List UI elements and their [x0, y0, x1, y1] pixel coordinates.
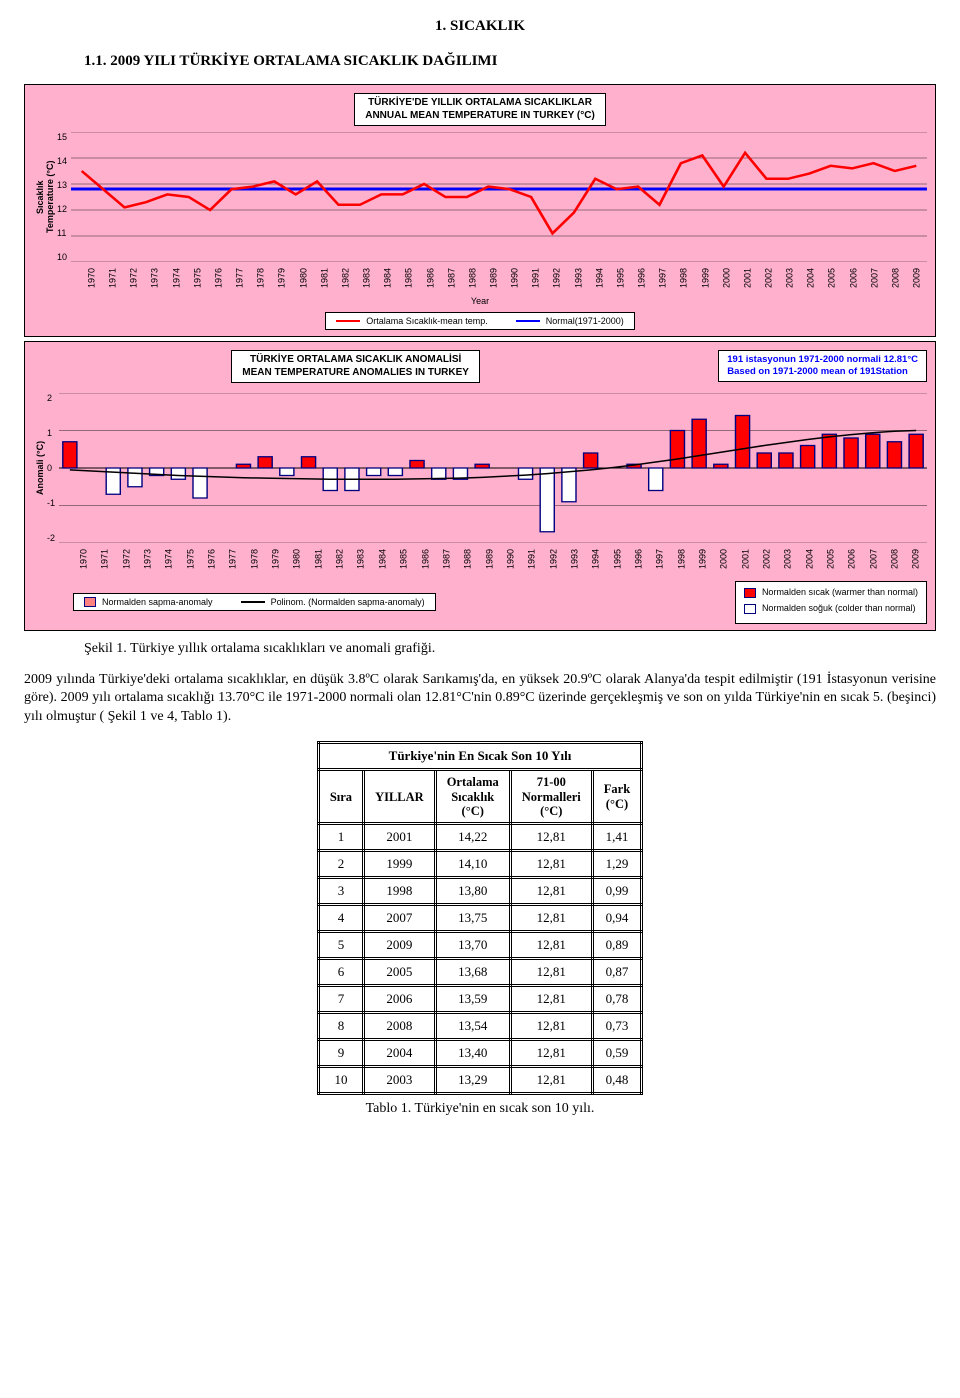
chart2-legend-right: Normalden sıcak (warmer than normal) Nor…: [735, 581, 927, 624]
chart2-legend-poly: Polinom. (Normalden sapma-anomaly): [241, 597, 425, 607]
table-col-2: OrtalamaSıcaklık(°C): [435, 770, 510, 824]
table-row: 1200114,2212,811,41: [318, 824, 641, 851]
table-col-0: Sıra: [318, 770, 363, 824]
table-title: Türkiye'nin En Sıcak Son 10 Yılı: [318, 743, 641, 770]
chart2-legend-anomaly: Normalden sapma-anomaly: [84, 597, 213, 607]
chart1-title-line1: TÜRKİYE'DE YILLIK ORTALAMA SICAKLIKLAR: [368, 97, 592, 108]
table-row: 6200513,6812,810,87: [318, 959, 641, 986]
chart1-legend-normal: Normal(1971-2000): [516, 316, 624, 326]
chart1-title-line2: ANNUAL MEAN TEMPERATURE IN TURKEY (°C): [365, 110, 595, 121]
chart2-y-ticks: 210-1-2: [47, 393, 59, 543]
table-caption: Tablo 1. Türkiye'nin en sıcak son 10 yıl…: [24, 1101, 936, 1117]
table-row: 3199813,8012,810,99: [318, 878, 641, 905]
chart1-legend-mean: Ortalama Sıcaklık-mean temp.: [336, 316, 488, 326]
chart2-title-line2: MEAN TEMPERATURE ANOMALIES IN TURKEY: [242, 367, 469, 378]
hottest-years-table: Türkiye'nin En Sıcak Son 10 Yılı SıraYIL…: [317, 741, 643, 1095]
chart1-xlabel: Year: [33, 296, 927, 306]
table-row: 8200813,5412,810,73: [318, 1013, 641, 1040]
chart-anomalies: TÜRKİYE ORTALAMA SICAKLIK ANOMALİSİ MEAN…: [24, 341, 936, 631]
chart1-y-ticks: 151413121110: [57, 132, 71, 262]
table-header-row: SıraYILLAROrtalamaSıcaklık(°C)71-00Norma…: [318, 770, 641, 824]
warm-swatch: [744, 588, 756, 598]
chart2-plot-area: [59, 393, 927, 543]
chart1-plot-area: [71, 132, 927, 262]
cold-swatch: [744, 604, 756, 614]
chart1-title: TÜRKİYE'DE YILLIK ORTALAMA SICAKLIKLAR A…: [354, 93, 606, 126]
table-col-1: YILLAR: [364, 770, 436, 824]
table-body: 1200114,2212,811,412199914,1012,811,2931…: [318, 824, 641, 1094]
chart2-info: 191 istasyonun 1971-2000 normali 12.81°C…: [718, 350, 927, 382]
chart2-title: TÜRKİYE ORTALAMA SICAKLIK ANOMALİSİ MEAN…: [231, 350, 480, 383]
subsection-title: 1.1. 2009 YILI TÜRKİYE ORTALAMA SICAKLIK…: [84, 53, 936, 70]
chart2-legend-left: Normalden sapma-anomaly Polinom. (Normal…: [73, 593, 436, 611]
table-col-3: 71-00Normalleri(°C): [510, 770, 592, 824]
blue-line-swatch: [516, 320, 540, 322]
chart1-ylabel: SıcaklıkTemperature (°C): [33, 132, 57, 262]
chart2-x-ticks: 1970197119721973197419751976197719781979…: [73, 543, 927, 575]
table-row: 5200913,7012,810,89: [318, 932, 641, 959]
red-line-swatch: [336, 320, 360, 322]
section-number: 1. SICAKLIK: [24, 18, 936, 35]
table-row: 2199914,1012,811,29: [318, 851, 641, 878]
chart2-title-line1: TÜRKİYE ORTALAMA SICAKLIK ANOMALİSİ: [250, 354, 461, 365]
table-row: 9200413,4012,810,59: [318, 1040, 641, 1067]
chart2-legend-cold: Normalden soğuk (colder than normal): [744, 602, 916, 616]
chart2-legend-warm: Normalden sıcak (warmer than normal): [744, 586, 918, 600]
figure-caption: Şekil 1. Türkiye yıllık ortalama sıcaklı…: [84, 641, 936, 657]
table-row: 10200313,2912,810,48: [318, 1067, 641, 1094]
chart1-legend: Ortalama Sıcaklık-mean temp. Normal(1971…: [325, 312, 635, 330]
chart2-ylabel: Anomali (°C): [33, 393, 47, 543]
chart-annual-mean-temp: TÜRKİYE'DE YILLIK ORTALAMA SICAKLIKLAR A…: [24, 84, 936, 337]
chart1-x-ticks: 1970197119721973197419751976197719781979…: [81, 262, 927, 294]
anomaly-bar-swatch: [84, 597, 96, 607]
table-row: 7200613,5912,810,78: [318, 986, 641, 1013]
table-col-4: Fark(°C): [592, 770, 641, 824]
table-row: 4200713,7512,810,94: [318, 905, 641, 932]
body-paragraph: 2009 yılında Türkiye'deki ortalama sıcak…: [24, 671, 936, 728]
poly-line-swatch: [241, 601, 265, 603]
